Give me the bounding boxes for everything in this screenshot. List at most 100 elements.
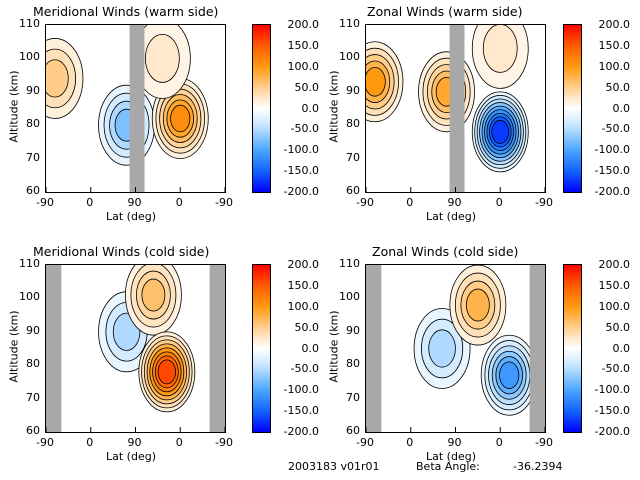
- x-axis-label: Lat (deg): [106, 450, 156, 463]
- x-tick-label: -90: [535, 436, 553, 449]
- colorbar-tick-label: 0.0: [301, 101, 320, 115]
- x-tick-label: 0: [175, 196, 183, 209]
- colorbar-tick-label: 150.0: [287, 278, 320, 292]
- colorbar-tick-label: -200.0: [283, 425, 319, 438]
- positive-contour: [157, 359, 176, 385]
- y-tick-label: 60: [26, 424, 40, 437]
- y-tick-label: 70: [346, 150, 360, 164]
- chart-title: Meridional Winds (warm side): [33, 4, 219, 19]
- y-tick-label: 60: [26, 184, 40, 197]
- x-tick-label: 90: [127, 436, 142, 449]
- y-tick-label: 110: [339, 257, 360, 270]
- colorbar-tick-label: 50.0: [605, 320, 631, 334]
- y-tick-label: 100: [19, 50, 40, 64]
- x-tick-label: 0: [495, 196, 503, 209]
- y-tick-label: 60: [346, 424, 360, 437]
- plot-area: [365, 264, 546, 433]
- colorbar-tick-label: -200.0: [594, 185, 630, 198]
- y-tick-label: 80: [346, 357, 360, 371]
- colorbar-tick-label: 0.0: [301, 341, 320, 355]
- positive-contour: [170, 104, 191, 133]
- colorbar-tick-label: 150.0: [287, 38, 320, 52]
- x-axis-label: Lat (deg): [106, 210, 156, 223]
- colorbar: [252, 264, 271, 433]
- x-tick-label: -90: [36, 196, 54, 209]
- y-axis-label: Altitude (km): [327, 310, 341, 383]
- y-tick-label: 90: [346, 323, 360, 337]
- negative-contour: [428, 329, 456, 368]
- y-tick-label: 90: [346, 83, 360, 97]
- colorbar-tick-label: -100.0: [594, 383, 630, 397]
- chart-title: Meridional Winds (cold side): [33, 244, 210, 259]
- colorbar: [563, 24, 582, 193]
- masked-region-overlay: [529, 265, 545, 432]
- chart-title: Zonal Winds (cold side): [372, 244, 519, 259]
- panel-0: Meridional Winds (warm side) 60 70 80 90 100 1…: [0, 0, 320, 240]
- plot-area: [45, 264, 226, 433]
- colorbar-tick-label: 100.0: [598, 59, 631, 73]
- x-tick-label: -90: [356, 196, 374, 209]
- y-tick-label: 100: [339, 50, 360, 64]
- x-tick-label: 0: [175, 436, 183, 449]
- colorbar-tick-label: 200.0: [287, 18, 320, 31]
- colorbar-tick-label: 200.0: [598, 18, 631, 31]
- y-tick-label: 90: [26, 323, 40, 337]
- x-tick-label: 0: [406, 196, 414, 209]
- x-tick-label: -90: [215, 436, 233, 449]
- y-tick-label: 70: [346, 390, 360, 404]
- y-tick-label: 80: [26, 357, 40, 371]
- positive-contour: [482, 25, 518, 73]
- x-tick-label: 0: [406, 436, 414, 449]
- date-version: 2003183 v01r01: [288, 460, 380, 473]
- colorbar-tick-label: 100.0: [287, 299, 320, 313]
- y-tick-label: 70: [26, 390, 40, 404]
- colorbar-tick-label: 50.0: [605, 80, 631, 94]
- x-tick-label: 90: [127, 196, 142, 209]
- y-axis-label: Altitude (km): [7, 310, 21, 383]
- negative-contour: [499, 361, 520, 389]
- colorbar-tick-label: -150.0: [283, 404, 319, 418]
- masked-region-overlay: [129, 25, 145, 192]
- panel-2: Meridional Winds (cold side) 60 70 80 90 100 1…: [0, 240, 320, 480]
- y-tick-label: 110: [19, 257, 40, 270]
- y-tick-label: 90: [26, 83, 40, 97]
- colorbar-tick-label: 150.0: [598, 278, 631, 292]
- y-tick-label: 80: [346, 117, 360, 131]
- positive-contour: [465, 288, 490, 322]
- y-tick-label: 100: [19, 290, 40, 304]
- plot-area: [45, 24, 226, 193]
- colorbar-tick-label: -100.0: [594, 143, 630, 157]
- masked-region-overlay: [209, 265, 225, 432]
- positive-contour: [141, 278, 166, 312]
- y-axis-label: Altitude (km): [327, 70, 341, 143]
- masked-region-overlay: [46, 265, 62, 432]
- plot-area: [365, 24, 546, 193]
- masked-region-overlay: [366, 265, 382, 432]
- chart-title: Zonal Winds (warm side): [367, 4, 523, 19]
- x-tick-label: 0: [86, 196, 94, 209]
- masked-region-overlay: [449, 25, 465, 192]
- y-tick-label: 80: [26, 117, 40, 131]
- colorbar: [252, 24, 271, 193]
- y-axis-label: Altitude (km): [7, 70, 21, 143]
- colorbar-tick-label: 50.0: [294, 80, 320, 94]
- y-tick-label: 70: [26, 150, 40, 164]
- panel-1: Zonal Winds (warm side) 60 70 80 90 100 110 -90…: [320, 0, 640, 240]
- negative-contour: [491, 119, 510, 144]
- colorbar-tick-label: 50.0: [294, 320, 320, 334]
- positive-contour: [144, 34, 180, 83]
- x-tick-label: 90: [447, 196, 462, 209]
- y-tick-label: 110: [339, 17, 360, 30]
- y-tick-label: 110: [19, 17, 40, 30]
- x-tick-label: -90: [215, 196, 233, 209]
- colorbar-tick-label: 0.0: [612, 341, 631, 355]
- colorbar: [563, 264, 582, 433]
- x-tick-label: 0: [86, 436, 94, 449]
- colorbar-tick-label: 200.0: [598, 258, 631, 271]
- x-axis-label: Lat (deg): [426, 450, 476, 463]
- colorbar-tick-label: -50.0: [290, 362, 319, 376]
- x-tick-label: -90: [535, 196, 553, 209]
- y-tick-label: 100: [339, 290, 360, 304]
- colorbar-tick-label: -150.0: [594, 164, 630, 178]
- colorbar-tick-label: 200.0: [287, 258, 320, 271]
